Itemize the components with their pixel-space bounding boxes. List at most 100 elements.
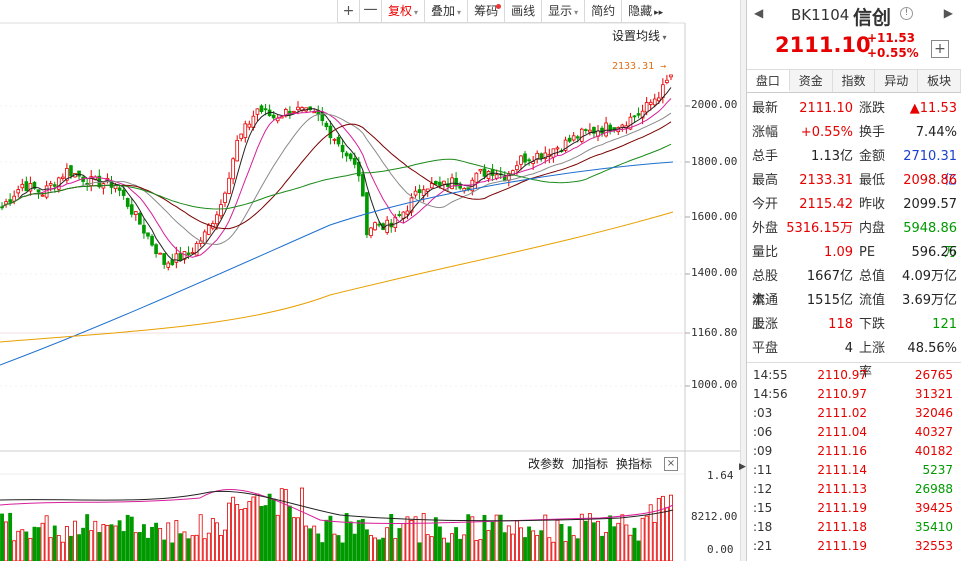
kline-chart[interactable]: [0, 0, 740, 561]
panel-splitter[interactable]: [740, 0, 746, 561]
candle-body: [636, 113, 641, 116]
tick-volume: 26988: [914, 482, 953, 496]
fuquan-dropdown[interactable]: 复权 ▾: [381, 0, 424, 23]
volume-bar: [137, 532, 142, 561]
price-axis-label: 1600.00: [691, 210, 738, 223]
volume-bar: [502, 532, 507, 561]
volume-bar: [158, 527, 163, 561]
volume-bar: [81, 527, 86, 561]
stat-row: 上涨 118 下跌 121: [747, 313, 961, 337]
display-dropdown[interactable]: 显示 ▾: [541, 0, 584, 23]
volume-bar: [567, 526, 572, 561]
previous-stock-icon[interactable]: ◀: [754, 6, 764, 20]
draw-line-button[interactable]: 画线: [504, 0, 541, 23]
volume-bar: [592, 522, 596, 561]
volume-bar: [352, 533, 357, 561]
stat-value: 4: [844, 341, 853, 356]
candle-body: [608, 124, 612, 132]
volume-bar: [519, 527, 523, 561]
volume-bar: [401, 522, 406, 561]
volume-bar: [559, 524, 564, 561]
volume-bar: [194, 534, 199, 561]
stat-value: 2115.42: [799, 197, 853, 212]
tab-index[interactable]: 指数: [832, 70, 876, 92]
last-price: 2111.10: [775, 33, 871, 57]
candle-body: [174, 253, 179, 263]
volume-bar: [101, 524, 106, 561]
quote-panel: ◀ BK1104 信创 ! ▶ 2111.10 +11.53 +0.55% + …: [746, 0, 961, 561]
candle-body: [523, 153, 527, 163]
volume-bar: [162, 539, 167, 561]
quote-tabs: 盘口 资金 指数 异动 板块: [747, 70, 961, 93]
volume-bar: [223, 529, 227, 561]
tab-sector[interactable]: 板块: [918, 70, 961, 92]
candle-body: [592, 126, 596, 134]
hide-button[interactable]: 隐藏 ▸▸: [621, 0, 669, 23]
edit-params-button[interactable]: 改参数: [528, 457, 565, 471]
set-ma-button[interactable]: 设置均线 ▾: [612, 29, 667, 43]
volume-bar: [296, 517, 300, 561]
info-icon[interactable]: !: [900, 7, 913, 20]
volume-bar: [320, 542, 325, 561]
add-indicator-button[interactable]: 加指标: [572, 457, 609, 471]
overlay-dropdown[interactable]: 叠加 ▾: [424, 0, 467, 23]
candle-body: [648, 101, 653, 105]
zoom-in-button[interactable]: +: [337, 0, 359, 23]
chips-button[interactable]: 筹码: [467, 0, 504, 23]
stat-label: 金额: [859, 149, 886, 164]
volume-bar: [340, 542, 345, 561]
zoom-out-button[interactable]: 一: [359, 0, 381, 23]
more-arrows-icon: ▸▸: [654, 8, 664, 18]
volume-bar: [632, 527, 637, 561]
candle-body: [65, 168, 69, 181]
stat-value: 1667亿: [806, 269, 853, 284]
volume-bar: [324, 519, 329, 561]
tab-movement[interactable]: 异动: [875, 70, 919, 92]
next-stock-icon[interactable]: ▶: [943, 6, 953, 20]
candle-body: [28, 183, 33, 192]
volume-bar: [393, 538, 398, 561]
volume-bar: [32, 526, 37, 561]
volume-bar: [510, 533, 515, 561]
close-indicator-button[interactable]: ×: [664, 457, 678, 471]
add-watchlist-button[interactable]: +: [931, 40, 949, 58]
candle-body: [219, 204, 223, 217]
volume-axis-label: 1.64: [707, 469, 734, 482]
stat-label: 最低: [859, 173, 886, 188]
volume-bar: [506, 525, 511, 561]
stat-label: 总股本: [752, 269, 779, 308]
candle-body: [409, 197, 414, 213]
volume-bar: [121, 531, 126, 561]
stat-value: +0.55%: [800, 125, 853, 140]
tab-funds[interactable]: 资金: [789, 70, 833, 92]
tick-list[interactable]: 14:55 2110.97 26765 14:56 2110.97 31321:03 211…: [747, 363, 961, 556]
candle-body: [336, 136, 341, 145]
simple-mode-button[interactable]: 简约: [584, 0, 621, 23]
volume-bar: [182, 531, 187, 561]
volume-bar: [328, 515, 333, 561]
volume-bar: [271, 498, 276, 561]
candle-body: [494, 174, 499, 179]
tab-orderbook[interactable]: 盘口: [747, 70, 790, 92]
candle-body: [579, 128, 584, 142]
volume-bar: [648, 504, 653, 561]
volume-bar: [316, 533, 321, 561]
tick-time: 14:56: [753, 387, 788, 401]
candle-body: [20, 183, 25, 189]
switch-indicator-button[interactable]: 换指标: [616, 457, 653, 471]
stat-value: 118: [828, 317, 853, 332]
candle-body: [369, 227, 373, 236]
candle-body: [413, 190, 418, 196]
collapse-panel-icon[interactable]: ▶: [739, 462, 746, 472]
candle-body: [377, 223, 381, 226]
chart-grid: [0, 22, 740, 561]
stat-label: 昨收: [859, 197, 886, 212]
tick-time: :09: [753, 444, 773, 458]
volume-bar: [20, 529, 25, 561]
volume-bar: [198, 514, 203, 561]
volume-bar: [587, 513, 592, 561]
tick-volume: 31321: [914, 387, 953, 401]
candle-body: [600, 127, 604, 134]
volume-bar: [596, 520, 600, 561]
volume-bar: [652, 522, 657, 561]
